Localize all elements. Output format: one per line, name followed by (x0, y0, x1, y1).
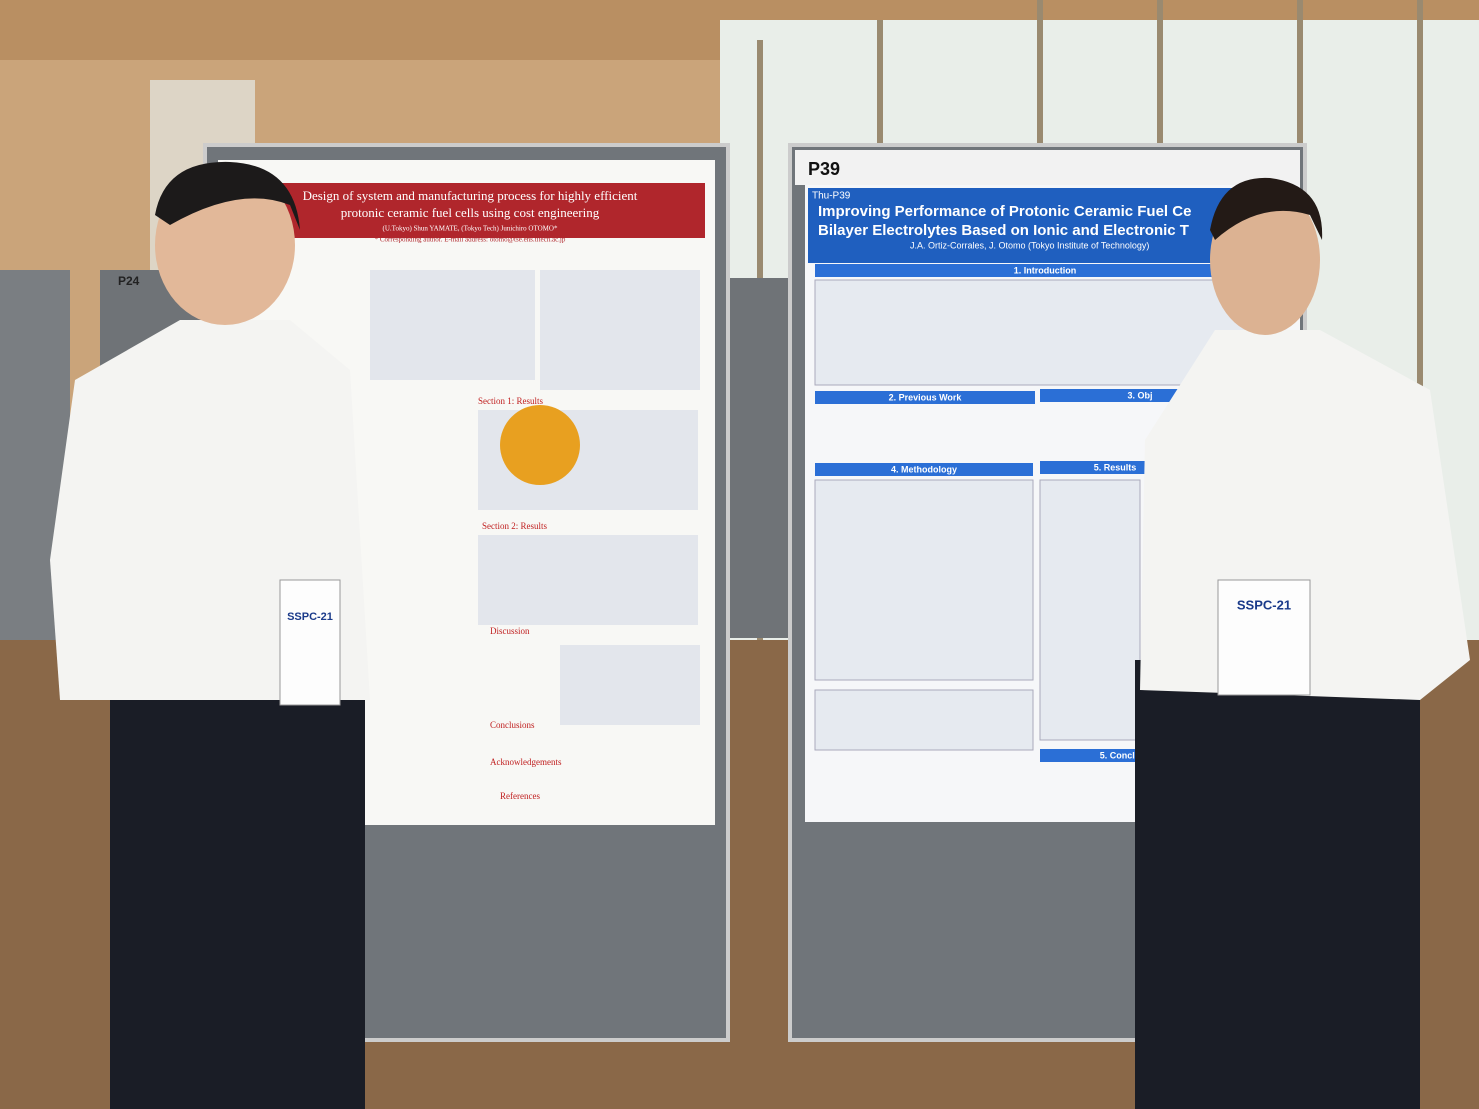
section-heading: Acknowledgements (490, 757, 562, 767)
poster-title: protonic ceramic fuel cells using cost e… (341, 205, 600, 220)
person-hair (155, 161, 300, 230)
section-heading: 3. Obj (1127, 390, 1152, 400)
board-label-strip (795, 150, 1300, 185)
section-heading: 5. Results (1094, 462, 1137, 472)
back-board (725, 278, 795, 638)
badge-text: SSPC-21 (1237, 597, 1291, 612)
name-badge (1217, 579, 1311, 696)
badge-text: SSPC-21 (287, 611, 333, 623)
board-label: P39 (808, 159, 840, 179)
person-trousers (1135, 660, 1420, 1109)
name-badge (279, 579, 341, 706)
person-hair (1210, 177, 1323, 240)
poster-header (808, 188, 1240, 263)
person-trousers (110, 650, 365, 1109)
poster-authors: (U.Tokyo) Shun YAMATE, (Tokyo Tech) Juni… (383, 225, 558, 233)
poster-figures (370, 270, 700, 725)
section-heading: Section 1: Results (478, 396, 543, 406)
poster-title: Bilayer Electrolytes Based on Ionic and … (818, 222, 1189, 239)
poster-authors: J.A. Ortiz-Corrales, J. Otomo (Tokyo Ins… (910, 240, 1149, 250)
section-heading: References (500, 791, 540, 801)
section-heading: 1. Introduction (1014, 265, 1077, 275)
poster-title: Design of system and manufacturing proce… (303, 188, 638, 203)
poster-header (268, 183, 705, 238)
pie-figure (500, 405, 580, 485)
section-heading: 4. Methodology (891, 464, 957, 474)
section-heading: Section 2: Results (482, 521, 547, 531)
section-heading: 2. Previous Work (889, 392, 963, 402)
section-heading: Discussion (490, 626, 530, 636)
section-heading: 5. Conclu (1100, 750, 1141, 760)
section-heading: Conclusions (490, 720, 535, 730)
poster-figures (814, 279, 1276, 751)
poster-title: Improving Performance of Protonic Cerami… (818, 203, 1191, 220)
board-label: P24 (118, 274, 140, 288)
poster-tag: Thu-P39 (812, 191, 851, 202)
poster-contact: * Corresponding author. E-mail address: … (375, 236, 566, 244)
